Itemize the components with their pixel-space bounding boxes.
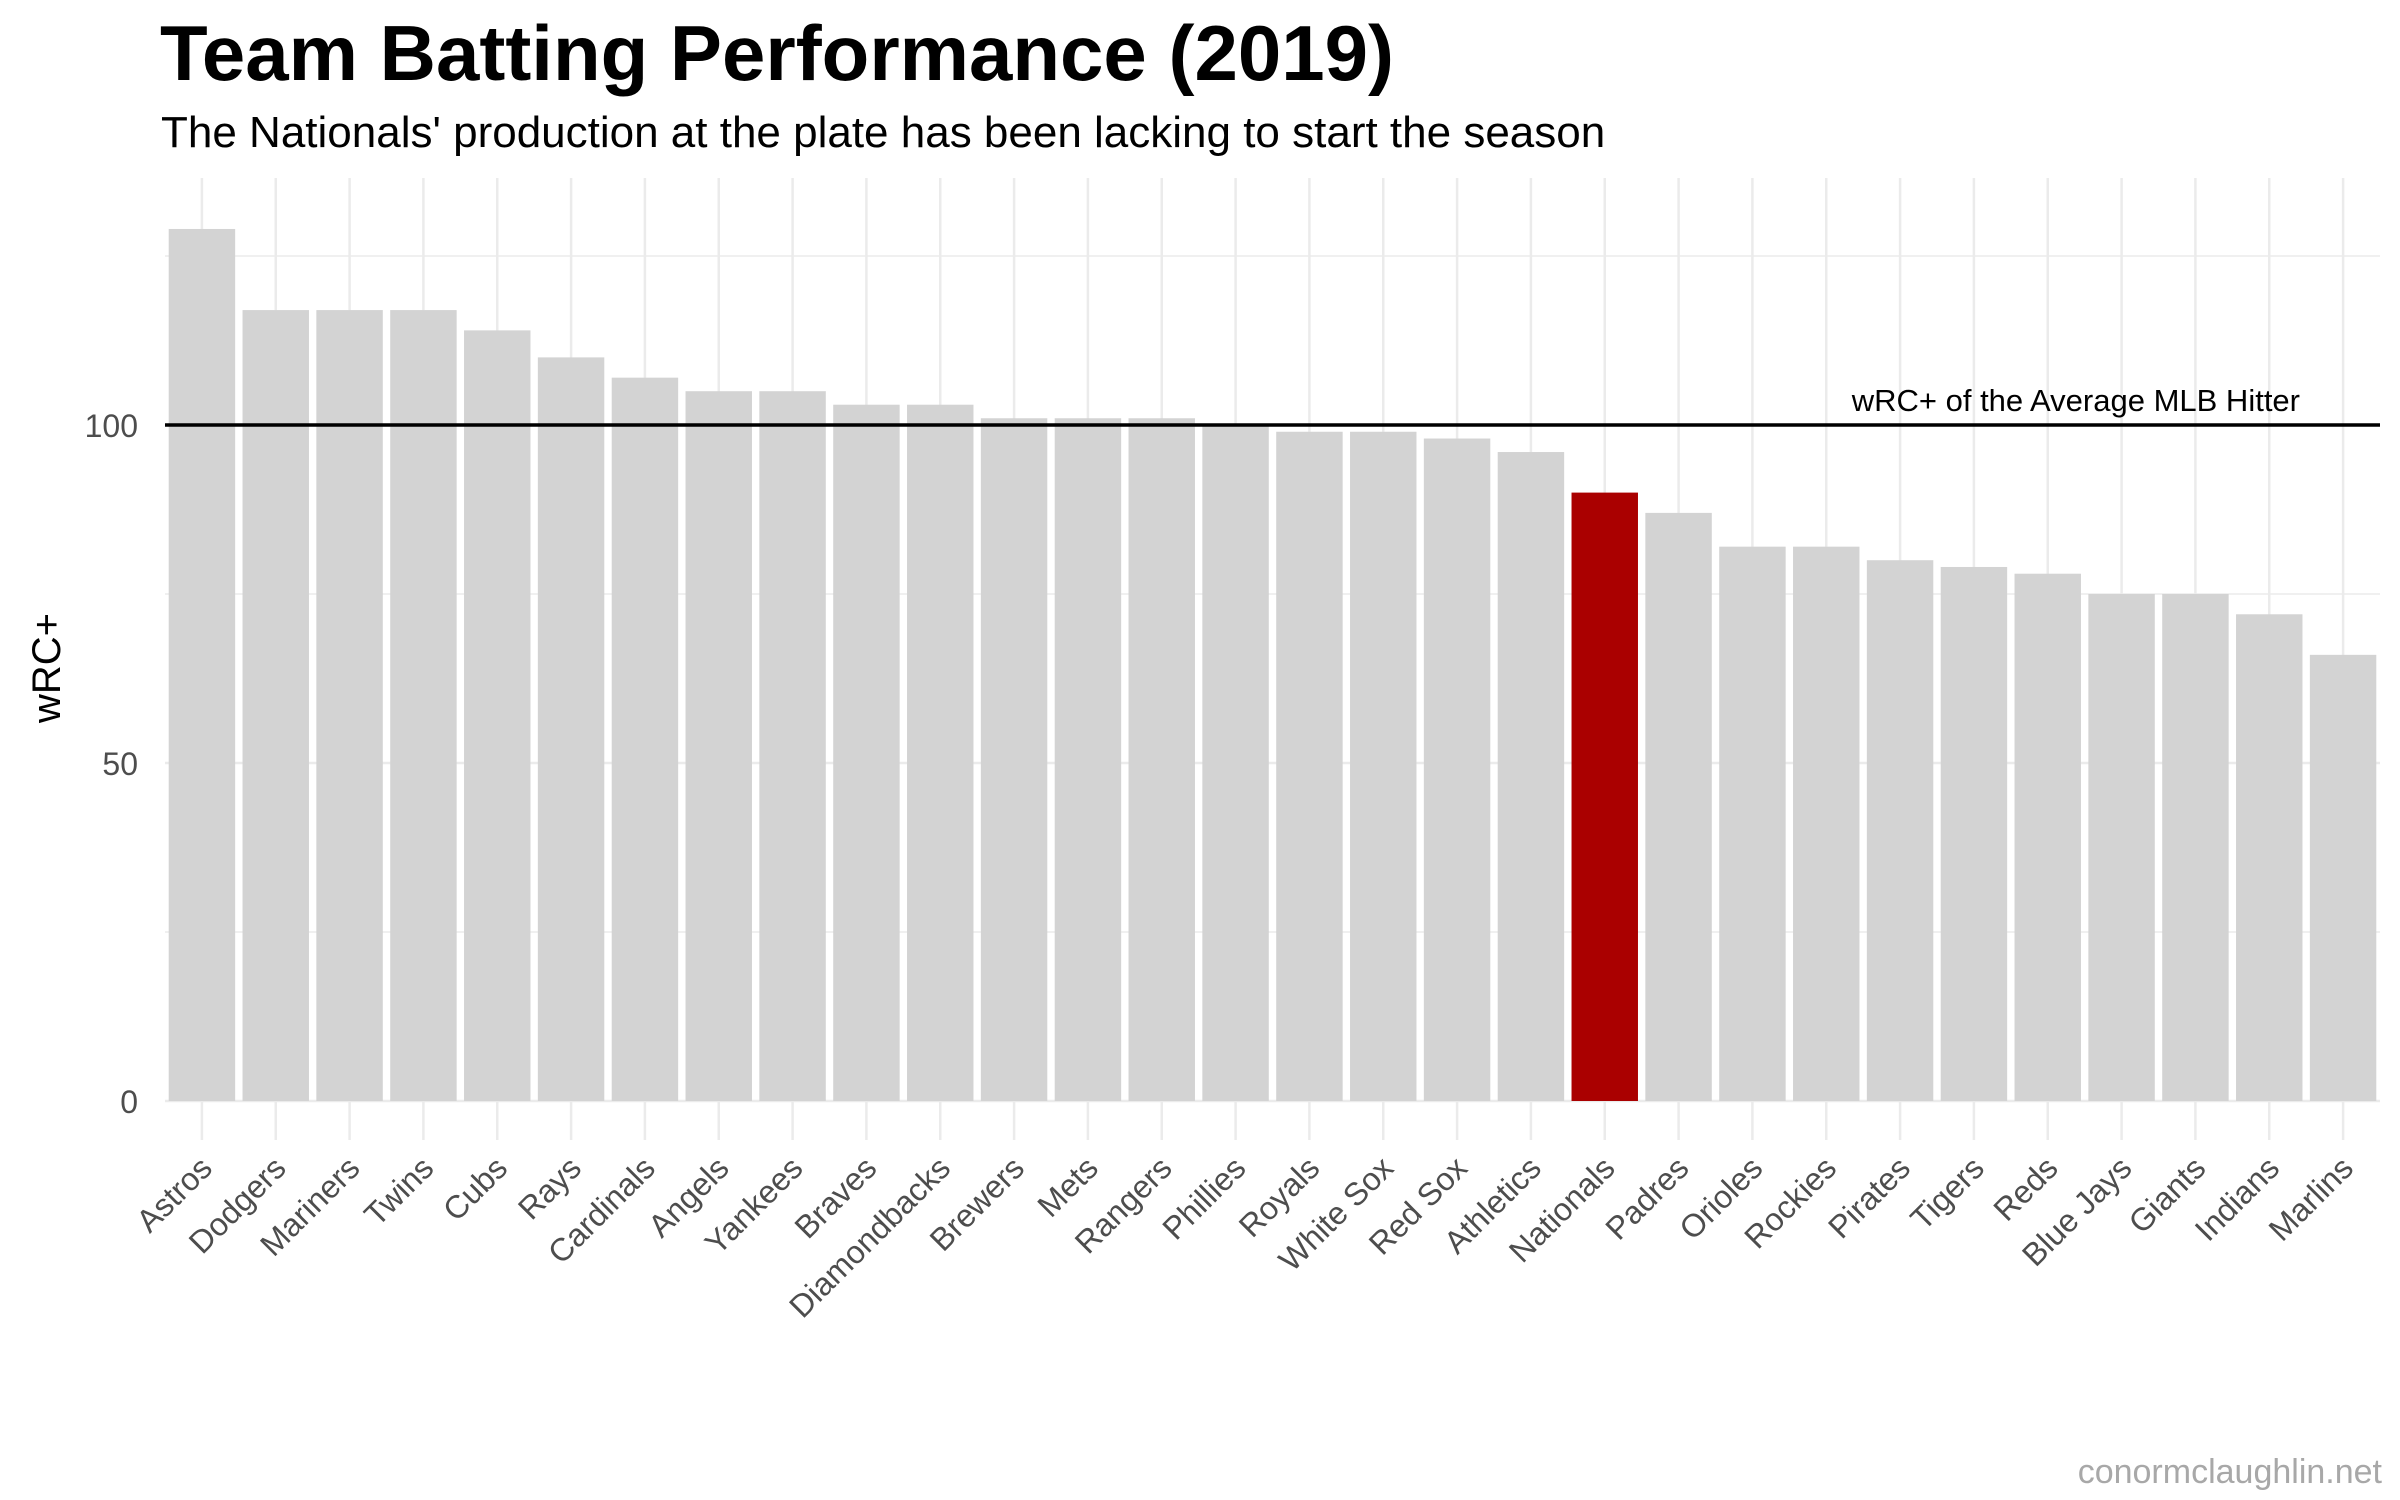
x-tick-label: Padres (1598, 1149, 1695, 1246)
chart-subtitle: The Nationals' production at the plate h… (161, 108, 1606, 157)
bar-royals (1276, 431, 1343, 1101)
watermark-credit: conormclaughlin.net (2077, 1453, 2382, 1491)
bar-cardinals (611, 377, 679, 1101)
y-axis-label: wRC+ (25, 613, 69, 724)
bar-brewers (980, 418, 1048, 1101)
bar-padres (1645, 512, 1712, 1101)
bar-diamondbacks (907, 404, 974, 1102)
bar-athletics (1497, 452, 1565, 1101)
x-tick-label: Phillies (1155, 1149, 1252, 1246)
bars (168, 228, 2377, 1102)
bar-mariners (316, 310, 383, 1102)
bar-braves (833, 404, 900, 1102)
reference-line-label: wRC+ of the Average MLB Hitter (1851, 383, 2300, 418)
bar-tigers (1940, 566, 2008, 1101)
chart-title: Team Batting Performance (2019) (160, 9, 1394, 97)
y-tick-label: 0 (120, 1084, 138, 1120)
bar-angels (685, 391, 752, 1101)
bar-marlins (2309, 654, 2377, 1101)
bar-orioles (1719, 546, 1786, 1101)
bar-phillies (1202, 425, 1269, 1101)
bar-dodgers (242, 310, 309, 1102)
y-tick-label: 100 (85, 408, 138, 444)
bar-twins (390, 310, 457, 1102)
bar-cubs (464, 330, 531, 1101)
bar-giants (2162, 594, 2229, 1101)
x-tick-label: Cubs (436, 1149, 514, 1227)
bar-nationals (1571, 492, 1638, 1102)
bar-pirates (1866, 560, 1934, 1101)
bar-red-sox (1423, 438, 1491, 1101)
y-tick-label: 50 (102, 746, 138, 782)
x-tick-label: Pirates (1821, 1149, 1917, 1245)
bar-rangers (1128, 418, 1195, 1101)
x-tick-label: Twins (357, 1149, 440, 1232)
bar-mets (1054, 418, 1122, 1101)
bar-rockies (1793, 546, 1860, 1101)
x-tick-label: Tigers (1903, 1149, 1990, 1236)
bar-yankees (759, 391, 826, 1101)
bar-indians (2236, 614, 2303, 1101)
x-tick-label: Marlins (2262, 1149, 2360, 1247)
bar-reds (2014, 573, 2081, 1101)
bar-rays (537, 357, 605, 1101)
bar-astros (168, 228, 236, 1101)
bar-white-sox (1350, 431, 1417, 1101)
reference-line-group: wRC+ of the Average MLB Hitter (165, 383, 2380, 427)
bar-blue-jays (2088, 594, 2155, 1101)
